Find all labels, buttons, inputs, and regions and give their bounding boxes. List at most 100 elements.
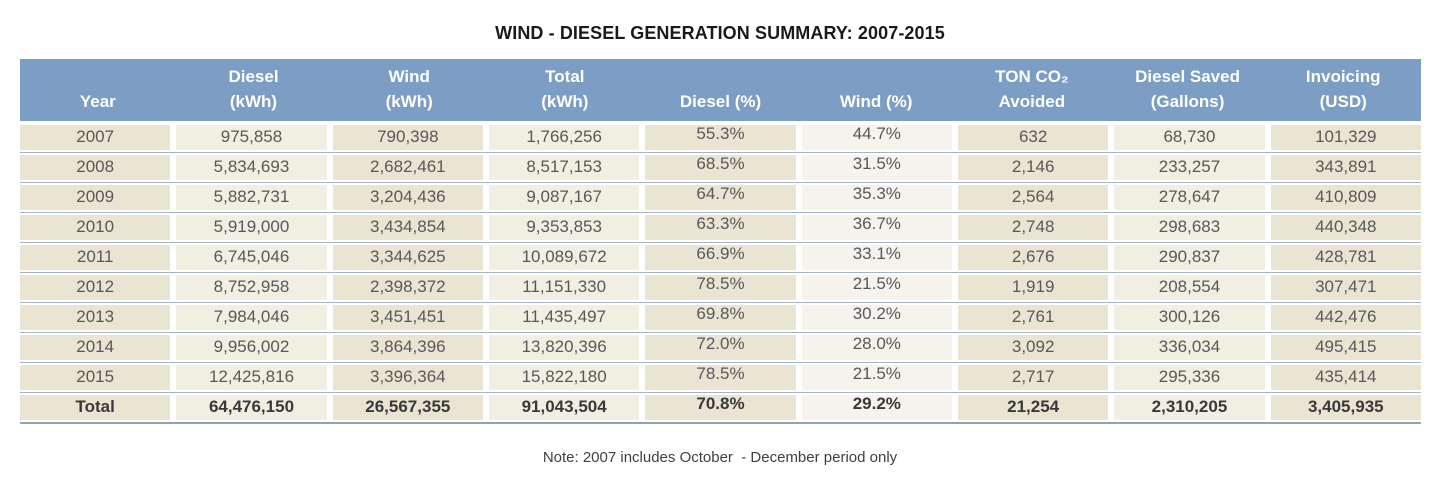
cell-ton-co2: 2,146 <box>954 153 1112 182</box>
cell-ton-co2: 1,919 <box>954 273 1112 302</box>
table-row-2007: 2007 975,858 790,398 1,766,256 55.3% 44.7% 632… <box>20 123 1421 153</box>
cell-value: 5,882,731 <box>213 187 290 206</box>
cell-diesel-pct: 63.3% <box>642 213 799 242</box>
generation-summary-table: Year Diesel (kWh) Wind (kWh) Total (kWh) Diesel… <box>20 59 1421 424</box>
cell-diesel-saved: 298,683 <box>1111 213 1268 242</box>
cell-ton-co2: 2,676 <box>954 243 1112 272</box>
cell-value: 7,984,046 <box>213 307 290 326</box>
cell-wind-kwh: 790,398 <box>329 123 486 152</box>
cell-diesel-saved: 300,126 <box>1111 303 1268 332</box>
header-cell-total-kwh: Total (kWh) <box>487 64 643 121</box>
cell-value: 440,348 <box>1315 217 1377 236</box>
cell-diesel-pct: 78.5% <box>642 363 799 392</box>
cell-value: 2014 <box>76 337 115 356</box>
cell-value: 495,415 <box>1315 337 1377 356</box>
cell-value: 1,919 <box>1011 277 1055 296</box>
cell-value: 442,476 <box>1315 307 1377 326</box>
header-label-line: Wind (%) <box>839 92 913 111</box>
cell-value: 63.3% <box>696 214 745 233</box>
cell-value: 21.5% <box>852 274 901 293</box>
header-label-line: Total <box>545 67 585 86</box>
cell-diesel-saved: 336,034 <box>1111 333 1268 362</box>
cell-value: 2012 <box>76 277 115 296</box>
cell-value: 3,405,935 <box>1307 397 1384 416</box>
cell-diesel-kwh: 5,882,731 <box>173 183 330 212</box>
cell-year: 2011 <box>20 243 174 272</box>
header-cell-diesel-kwh: Diesel (kWh) <box>176 64 332 121</box>
cell-value: 336,034 <box>1158 337 1221 356</box>
cell-value: 2,717 <box>1011 367 1055 386</box>
cell-diesel-kwh: 5,919,000 <box>173 213 330 242</box>
cell-value: 410,809 <box>1315 187 1377 206</box>
cell-diesel-kwh: 64,476,150 <box>173 393 330 422</box>
cell-value: 307,471 <box>1315 277 1377 296</box>
table-row-2015: 2015 12,425,816 3,396,364 15,822,180 78.5% 21… <box>20 363 1421 393</box>
cell-diesel-pct: 69.8% <box>642 303 799 332</box>
cell-value: 8,752,958 <box>213 277 290 296</box>
cell-year: Total <box>20 393 174 422</box>
cell-invoicing: 435,414 <box>1267 363 1421 392</box>
cell-total-kwh: 13,820,396 <box>485 333 643 362</box>
cell-value: 300,126 <box>1158 307 1221 326</box>
cell-year: 2007 <box>20 123 174 152</box>
table-body: 2007 975,858 790,398 1,766,256 55.3% 44.7% 632… <box>20 123 1421 424</box>
cell-total-kwh: 91,043,504 <box>485 393 643 422</box>
table-row-2010: 2010 5,919,000 3,434,854 9,353,853 63.3% 36.7… <box>20 213 1421 243</box>
cell-diesel-pct: 55.3% <box>642 123 799 152</box>
cell-value: 3,396,364 <box>370 367 446 386</box>
table-header-row: Year Diesel (kWh) Wind (kWh) Total (kWh) Diesel… <box>20 59 1421 121</box>
cell-ton-co2: 632 <box>954 123 1112 152</box>
cell-wind-pct: 44.7% <box>798 123 955 152</box>
cell-invoicing: 410,809 <box>1267 183 1421 212</box>
cell-value: 298,683 <box>1158 217 1221 236</box>
cell-value: 2,564 <box>1011 187 1055 206</box>
cell-value: 2,761 <box>1011 307 1055 326</box>
cell-value: 1,766,256 <box>526 127 602 146</box>
cell-value: 101,329 <box>1315 127 1377 146</box>
cell-value: 31.5% <box>852 154 901 173</box>
cell-value: 68,730 <box>1163 127 1216 146</box>
cell-value: 69.8% <box>696 304 745 323</box>
cell-value: 12,425,816 <box>208 367 295 386</box>
cell-wind-pct: 28.0% <box>798 333 955 362</box>
cell-wind-pct: 35.3% <box>798 183 955 212</box>
cell-value: 33.1% <box>852 244 901 263</box>
header-label-line: (kWh) <box>229 92 278 111</box>
cell-value: 5,834,693 <box>213 157 290 176</box>
cell-value: 2008 <box>76 157 115 176</box>
cell-value: 55.3% <box>696 124 745 143</box>
cell-value: 9,087,167 <box>526 187 602 206</box>
header-label-line: (Gallons) <box>1150 92 1225 111</box>
cell-diesel-kwh: 7,984,046 <box>173 303 330 332</box>
cell-invoicing: 428,781 <box>1267 243 1421 272</box>
cell-wind-kwh: 26,567,355 <box>329 393 486 422</box>
cell-wind-pct: 29.2% <box>798 393 955 422</box>
header-label-line: (kWh) <box>385 92 433 111</box>
table-row-2013: 2013 7,984,046 3,451,451 11,435,497 69.8% 30.… <box>20 303 1421 333</box>
cell-invoicing: 101,329 <box>1267 123 1421 152</box>
cell-value: 91,043,504 <box>521 397 607 416</box>
cell-value: 6,745,046 <box>213 247 290 266</box>
header-label-line: Invoicing <box>1305 67 1381 86</box>
cell-value: 343,891 <box>1315 157 1377 176</box>
cell-invoicing: 442,476 <box>1267 303 1421 332</box>
cell-value: 5,919,000 <box>213 217 290 236</box>
cell-value: 11,151,330 <box>522 277 607 296</box>
header-cell-wind-pct: Wind (%) <box>798 89 954 121</box>
cell-value: 64.7% <box>696 184 745 203</box>
header-label-line: Diesel Saved <box>1135 67 1240 86</box>
cell-ton-co2: 2,717 <box>954 363 1112 392</box>
cell-value: 2,146 <box>1011 157 1055 176</box>
cell-year: 2012 <box>20 273 174 302</box>
cell-diesel-pct: 64.7% <box>642 183 799 212</box>
cell-invoicing: 495,415 <box>1267 333 1421 362</box>
cell-value: 2013 <box>76 307 115 326</box>
table-row-2012: 2012 8,752,958 2,398,372 11,151,330 78.5% 21.… <box>20 273 1421 303</box>
cell-diesel-pct: 78.5% <box>642 273 799 302</box>
cell-diesel-pct: 72.0% <box>642 333 799 362</box>
cell-wind-kwh: 2,398,372 <box>329 273 486 302</box>
cell-diesel-saved: 68,730 <box>1111 123 1268 152</box>
cell-diesel-kwh: 975,858 <box>173 123 330 152</box>
cell-value: 44.7% <box>852 124 901 143</box>
